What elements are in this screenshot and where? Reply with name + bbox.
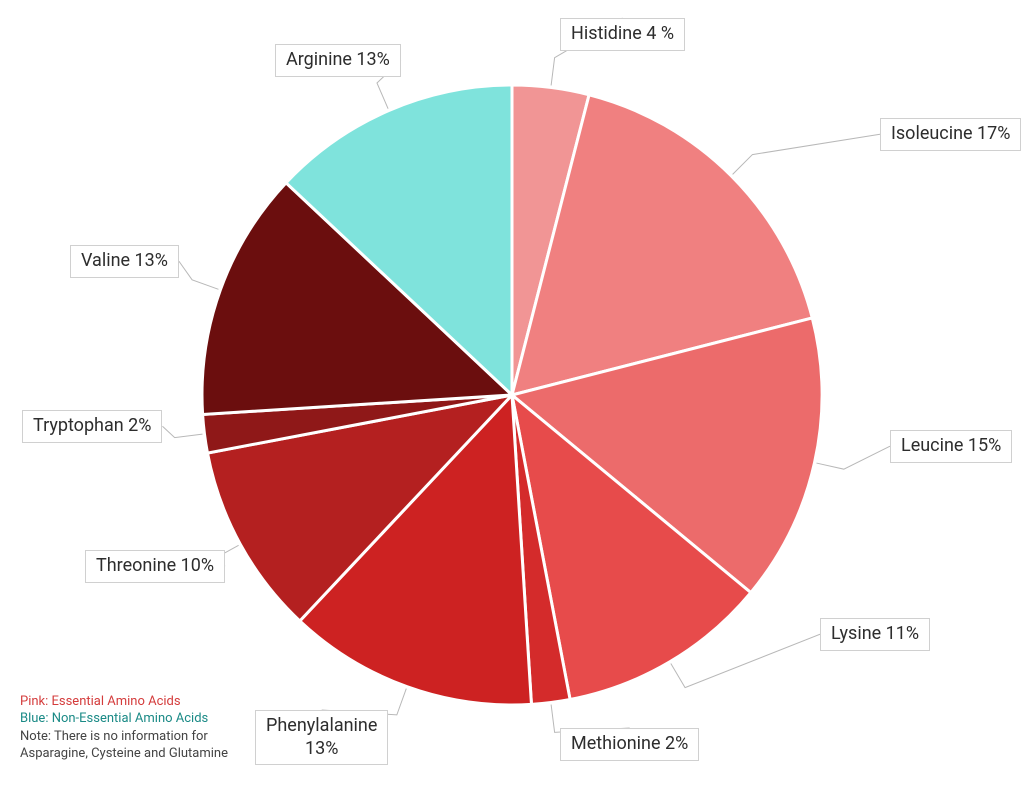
leader-tryptophan [162,426,202,437]
leader-leucine [816,446,890,469]
label-isoleucine: Isoleucine 17% [880,118,1021,151]
label-lysine: Lysine 11% [820,618,930,651]
label-tryptophan: Tryptophan 2% [22,410,162,443]
label-methionine: Methionine 2% [560,728,699,761]
label-histidine: Histidine 4 % [560,18,685,51]
legend-nonessential: Blue: Non-Essential Amino Acids [20,710,240,728]
leader-isoleucine [733,134,880,174]
amino-acid-pie-chart [0,0,1024,791]
label-arginine: Arginine 13% [275,44,401,77]
legend-essential: Pink: Essential Amino Acids [20,693,240,711]
label-phenylalanine: Phenylalanine 13% [255,710,388,765]
label-threonine: Threonine 10% [85,550,225,583]
legend-note: Note: There is no information for Aspara… [20,728,240,763]
leader-valine [179,261,218,289]
label-leucine: Leucine 15% [890,430,1012,463]
label-valine: Valine 13% [70,245,179,278]
chart-legend: Pink: Essential Amino Acids Blue: Non-Es… [20,693,240,763]
